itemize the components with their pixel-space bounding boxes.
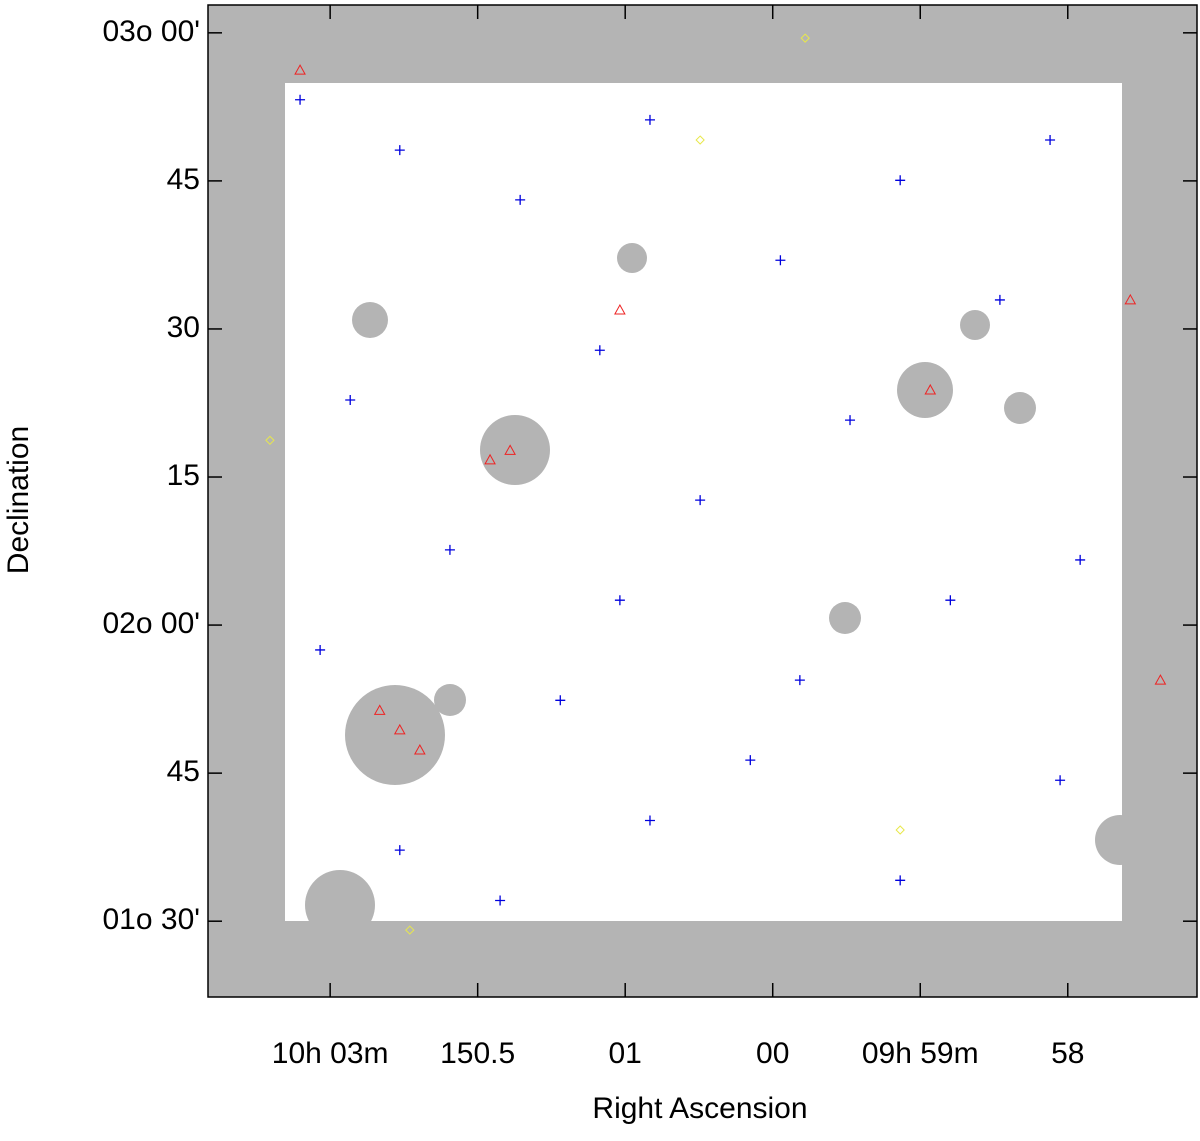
mask-hole — [352, 302, 388, 338]
source-plus — [775, 255, 786, 266]
y-axis-label: Declination — [2, 426, 35, 574]
y-tick-label: 30 — [167, 311, 200, 344]
source-plus — [644, 815, 655, 826]
mask-hole — [1095, 815, 1145, 865]
source-triangle — [1154, 674, 1167, 685]
mask-hole — [960, 310, 990, 340]
source-plus — [994, 294, 1005, 305]
source-triangle — [294, 64, 306, 75]
source-plus — [895, 175, 906, 186]
source-plus — [495, 895, 506, 906]
mask-hole — [829, 602, 861, 634]
source-diamond — [800, 33, 810, 43]
source-plus — [345, 395, 356, 406]
coverage-mask — [208, 5, 1197, 997]
y-tick-label: 45 — [167, 755, 200, 788]
source-diamond — [695, 135, 705, 145]
source-plus — [895, 875, 906, 886]
mask-hole — [345, 685, 445, 785]
source-triangle — [1124, 293, 1137, 305]
source-diamond — [405, 925, 415, 935]
x-tick-label: 09h 59m — [862, 1037, 979, 1070]
source-plus — [745, 755, 756, 766]
y-tick-label: 03o 00' — [103, 15, 201, 48]
source-plus — [794, 675, 805, 686]
source-triangle — [484, 453, 496, 465]
mask-hole — [305, 870, 375, 940]
mask-hole — [480, 415, 550, 485]
y-tick-label: 15 — [167, 459, 200, 492]
source-plus — [1075, 554, 1086, 565]
y-tick-label: 45 — [167, 163, 200, 196]
source-plus — [1045, 135, 1056, 146]
x-tick-label: 150.5 — [440, 1037, 515, 1070]
source-plus — [614, 595, 625, 606]
x-tick-label: 10h 03m — [272, 1037, 389, 1070]
plot-frame — [207, 4, 1198, 998]
source-plus — [594, 345, 605, 356]
source-plus — [394, 845, 405, 856]
mask-hole — [617, 243, 647, 273]
x-tick-label: 01 — [609, 1037, 642, 1070]
source-plus — [1055, 775, 1066, 786]
source-plus — [555, 695, 566, 706]
y-tick-label: 01o 30' — [103, 903, 201, 936]
source-triangle — [413, 744, 426, 755]
source-plus — [315, 644, 326, 655]
mask-hole — [1004, 392, 1036, 424]
source-plus — [644, 114, 655, 125]
source-plus — [444, 544, 455, 555]
source-plus — [845, 415, 856, 426]
source-plus — [515, 194, 526, 205]
y-tick-label: 02o 00' — [103, 607, 201, 640]
mask-hole — [434, 684, 466, 716]
x-tick-label: 00 — [756, 1037, 789, 1070]
source-plus — [295, 94, 306, 105]
x-tick-label: 58 — [1051, 1037, 1084, 1070]
source-triangle — [393, 723, 406, 735]
source-plus — [945, 595, 956, 606]
mask-hole — [897, 362, 953, 418]
observed-area — [285, 83, 1122, 921]
x-axis-label: Right Ascension — [592, 1092, 807, 1125]
source-diamond — [265, 435, 275, 446]
source-triangle — [924, 383, 937, 395]
source-plus — [695, 495, 706, 506]
source-triangle — [373, 704, 386, 715]
source-diamond — [895, 825, 905, 835]
source-triangle — [614, 303, 626, 315]
source-plus — [394, 145, 405, 156]
source-triangle — [504, 444, 516, 455]
